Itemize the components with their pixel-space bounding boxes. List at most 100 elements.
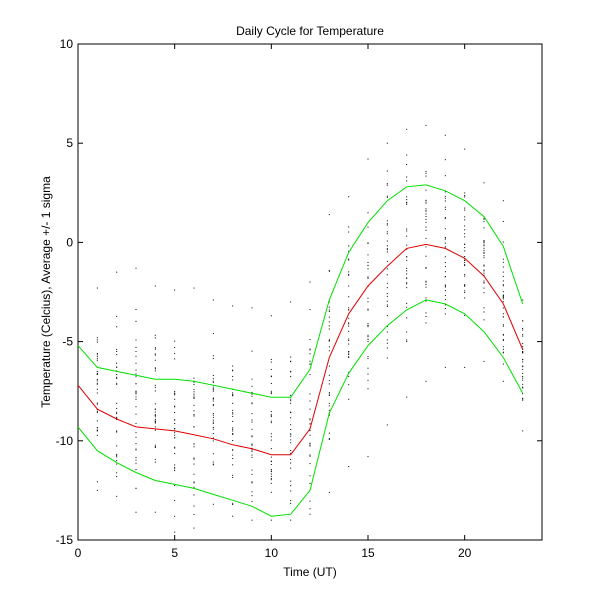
observation-point xyxy=(232,474,234,476)
observation-point xyxy=(77,434,79,436)
observation-point xyxy=(328,491,330,493)
observation-point xyxy=(444,208,446,210)
observation-point xyxy=(464,236,466,238)
observation-point xyxy=(290,394,292,396)
observation-point xyxy=(212,463,214,465)
observation-point xyxy=(193,389,195,391)
observation-point xyxy=(309,442,311,444)
observation-point xyxy=(251,402,253,404)
observation-point xyxy=(483,272,485,274)
observation-point xyxy=(116,463,118,465)
observation-point xyxy=(77,403,79,405)
observation-point xyxy=(444,308,446,310)
observation-point xyxy=(483,249,485,251)
observation-point xyxy=(444,295,446,297)
observation-point xyxy=(212,389,214,391)
observation-point xyxy=(77,412,79,414)
observation-point xyxy=(232,409,234,411)
observation-point xyxy=(502,241,504,243)
observation-point xyxy=(270,448,272,450)
observation-point xyxy=(116,495,118,497)
observation-point xyxy=(328,321,330,323)
observation-point xyxy=(193,458,195,460)
observation-point xyxy=(77,384,79,386)
observation-point xyxy=(522,328,524,330)
observation-point xyxy=(174,422,176,424)
observation-point xyxy=(251,413,253,415)
observation-point xyxy=(348,274,350,276)
observation-point xyxy=(154,421,156,423)
observation-point xyxy=(77,451,79,453)
observation-point xyxy=(290,361,292,363)
observation-point xyxy=(116,362,118,364)
observation-point xyxy=(135,390,137,392)
observation-point xyxy=(522,359,524,361)
observation-point xyxy=(386,274,388,276)
observation-point xyxy=(464,297,466,299)
observation-point xyxy=(444,256,446,258)
observation-point xyxy=(212,404,214,406)
observation-point xyxy=(502,291,504,293)
observation-point xyxy=(406,230,408,232)
observation-point xyxy=(425,226,427,228)
observation-point xyxy=(406,282,408,284)
observation-point xyxy=(116,430,118,432)
observation-point xyxy=(135,392,137,394)
observation-point xyxy=(251,481,253,483)
observation-point xyxy=(464,225,466,227)
observation-point xyxy=(135,267,137,269)
observation-point xyxy=(251,454,253,456)
observation-point xyxy=(96,388,98,390)
observation-point xyxy=(77,413,79,415)
observation-point xyxy=(367,268,369,270)
observation-point xyxy=(154,446,156,448)
observation-point xyxy=(251,495,253,497)
observation-point xyxy=(348,231,350,233)
observation-point xyxy=(406,244,408,246)
observation-point xyxy=(174,447,176,449)
observation-point xyxy=(328,350,330,352)
observation-point xyxy=(522,346,524,348)
observation-point xyxy=(251,449,253,451)
observation-point xyxy=(174,398,176,400)
observation-point xyxy=(270,376,272,378)
observation-point xyxy=(193,397,195,399)
observation-point xyxy=(406,340,408,342)
observation-point xyxy=(251,481,253,483)
observation-point xyxy=(251,469,253,471)
observation-point xyxy=(212,413,214,415)
observation-point xyxy=(522,372,524,374)
observation-point xyxy=(135,443,137,445)
observation-point xyxy=(348,375,350,377)
observation-point xyxy=(425,286,427,288)
observation-point xyxy=(154,386,156,388)
observation-point xyxy=(290,376,292,378)
observation-point xyxy=(502,324,504,326)
observation-point xyxy=(290,490,292,492)
observation-point xyxy=(328,311,330,313)
observation-point xyxy=(116,402,118,404)
observation-point xyxy=(174,405,176,407)
observation-point xyxy=(193,505,195,507)
observation-point xyxy=(425,237,427,239)
observation-point xyxy=(232,365,234,367)
observation-point xyxy=(309,348,311,350)
observation-point xyxy=(444,286,446,288)
observation-point xyxy=(328,393,330,395)
observation-point xyxy=(522,393,524,395)
observation-point xyxy=(96,383,98,385)
observation-point xyxy=(386,305,388,307)
observation-point xyxy=(174,394,176,396)
observation-point xyxy=(367,373,369,375)
observation-point xyxy=(232,305,234,307)
observation-point xyxy=(406,228,408,230)
observation-point xyxy=(444,159,446,161)
observation-point xyxy=(77,389,79,391)
observation-point xyxy=(406,176,408,178)
observation-point xyxy=(483,282,485,284)
observation-point xyxy=(309,445,311,447)
observation-point xyxy=(193,446,195,448)
observation-point xyxy=(96,392,98,394)
observation-point xyxy=(348,296,350,298)
observation-point xyxy=(328,214,330,216)
